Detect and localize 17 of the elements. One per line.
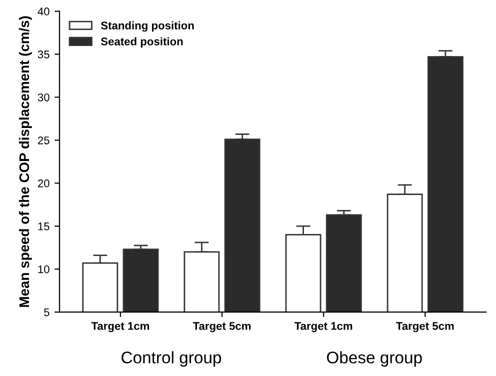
- x-tick-label: Target 5cm: [396, 322, 454, 332]
- text: Control group: [122, 351, 222, 367]
- y-tick-label: 15: [38, 222, 50, 230]
- y-tick-label: 10: [38, 265, 50, 274]
- y-tick-label: 30: [38, 93, 50, 102]
- text: Obese group: [326, 351, 422, 367]
- x-tick-label: Target 1cm: [294, 322, 352, 332]
- y-tick-label: 20: [38, 179, 50, 188]
- legend-label: Seated position: [100, 37, 183, 48]
- y-axis-title: Mean speed of the COP displacement (cm/s): [18, 16, 32, 307]
- y-tick-label: 5: [44, 308, 50, 316]
- x-tick-label: Target 1cm: [91, 322, 149, 332]
- y-tick-label: 25: [38, 136, 50, 144]
- y-tick-label: 40: [38, 8, 50, 16]
- legend-label: Standing position: [100, 21, 194, 32]
- y-tick-label: 35: [38, 50, 50, 58]
- x-tick-label: Target 5cm: [192, 322, 251, 332]
